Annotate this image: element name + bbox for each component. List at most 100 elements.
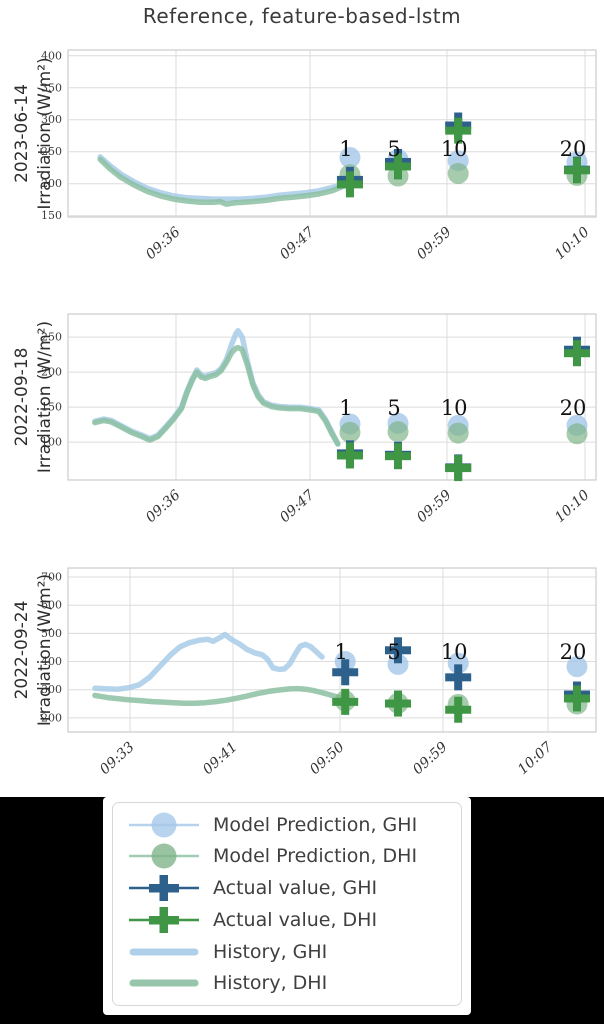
ytick-label: 500 <box>41 627 62 640</box>
pred-dhi-marker <box>566 423 588 445</box>
history-ghi-line <box>97 154 350 202</box>
xtick-label: 09:36 <box>143 224 184 263</box>
horizon-annotation: 20 <box>560 640 587 664</box>
irradiation-axis-label: Irradiation (W/m²) <box>35 57 55 209</box>
horizon-annotation: 20 <box>560 137 587 161</box>
horizon-annotation: 5 <box>387 137 400 161</box>
actual-dhi-marker <box>445 117 472 144</box>
pred-ghi-marker <box>387 653 409 675</box>
legend: Model Prediction, GHI Model Prediction, D… <box>112 802 462 1006</box>
actual-dhi-marker <box>445 696 472 723</box>
history-ghi-line <box>92 631 325 692</box>
legend-item-label: Actual value, GHI <box>213 877 378 900</box>
xtick-label: 09:50 <box>307 739 348 778</box>
actual-plus-icon <box>129 875 199 902</box>
legend-item: Model Prediction, DHI <box>127 841 461 873</box>
legend-item: History, GHI <box>127 936 461 968</box>
xtick-label: 09:41 <box>200 739 241 778</box>
xtick-label: 09:59 <box>414 224 455 263</box>
ytick-label: 400 <box>41 49 62 62</box>
pred-dhi-marker <box>387 421 409 443</box>
xtick-label: 10:07 <box>515 739 556 778</box>
ytick-label: 700 <box>41 571 62 584</box>
subplot-2023-06-14: 150 200 250 300 350 400 09:36 09:47 09:59 10:10 1 5… <box>12 49 597 263</box>
horizon-annotation: 5 <box>387 396 400 420</box>
actual-dhi-marker <box>336 171 363 198</box>
pred-dhi-marker <box>339 421 361 443</box>
xtick-label: 09:59 <box>410 739 451 778</box>
pred-dhi-marker <box>447 162 469 184</box>
xtick-label: 10:10 <box>552 224 593 263</box>
irradiation-axis-label: Irradiation (W/m²) <box>35 321 55 473</box>
subplot-2022-09-18: 100 150 200 250 09:36 09:47 09:59 10:10 1 5 10 20 20… <box>12 313 597 526</box>
legend-item-label: Model Prediction, DHI <box>213 845 418 868</box>
ytick-label: 200 <box>41 177 62 190</box>
legend-item-label: Model Prediction, GHI <box>213 813 418 836</box>
pred-ghi-marker <box>339 146 361 168</box>
xtick-label: 09:47 <box>277 487 318 526</box>
actual-dhi-marker <box>332 688 359 715</box>
horizon-annotation: 1 <box>339 137 352 161</box>
actual-dhi-marker <box>563 685 590 712</box>
xtick-label: 09:47 <box>277 224 318 263</box>
legend-item-label: Actual value, DHI <box>213 908 378 931</box>
actual-dhi-marker <box>336 442 363 469</box>
ytick-label: 250 <box>41 145 62 158</box>
subplot-2022-09-24: 200 300 400 500 600 700 09:33 09:41 09:50 09:59 10… <box>12 567 597 778</box>
actual-ghi-marker <box>385 637 411 664</box>
actual-dhi-marker <box>445 455 472 482</box>
history-dhi-line <box>92 344 341 447</box>
legend-item-label: History, GHI <box>213 940 328 963</box>
axes-spines <box>67 567 597 733</box>
horizon-annotation: 1 <box>335 640 348 664</box>
legend-backing: Model Prediction, GHI Model Prediction, D… <box>103 797 471 1015</box>
irradiation-axis-label: Irradiation (W/m²) <box>35 574 55 726</box>
history-dhi-line <box>92 685 343 707</box>
row-date-label: 2022-09-18 <box>12 348 32 447</box>
xtick-label: 09:59 <box>414 487 455 526</box>
ytick-label: 600 <box>41 599 62 612</box>
ytick-label: 250 <box>41 331 62 344</box>
pred-ghi-marker <box>447 652 469 674</box>
actual-dhi-marker <box>563 157 590 184</box>
history-dhi-line <box>97 156 350 207</box>
horizon-annotation: 20 <box>560 396 587 420</box>
prediction-marker-icon <box>129 812 199 838</box>
actual-ghi-marker <box>332 659 359 686</box>
legend-item: Actual value, DHI <box>127 904 461 936</box>
chart-title: Reference, feature-based-lstm <box>142 4 462 28</box>
actual-dhi-marker <box>385 153 411 180</box>
pred-ghi-marker <box>566 656 588 678</box>
ytick-label: 300 <box>41 113 62 126</box>
horizon-annotation: 1 <box>339 396 352 420</box>
history-ghi-line <box>92 328 341 448</box>
xtick-label: 09:33 <box>97 739 138 778</box>
horizon-annotation: 5 <box>387 640 400 664</box>
horizon-annotation: 10 <box>441 137 468 161</box>
axes-spines <box>67 49 597 218</box>
ytick-label: 200 <box>41 711 62 724</box>
prediction-marker-icon <box>129 843 199 869</box>
legend-item: Actual value, GHI <box>127 872 461 904</box>
ytick-label: 300 <box>41 683 62 696</box>
axes-spines <box>67 313 597 481</box>
ytick-label: 200 <box>41 366 62 379</box>
ytick-label: 150 <box>41 209 62 222</box>
legend-band: Model Prediction, GHI Model Prediction, D… <box>0 797 604 1024</box>
row-date-label: 2022-09-24 <box>12 601 32 700</box>
pred-dhi-marker <box>447 422 469 444</box>
actual-plus-icon <box>129 906 199 933</box>
xtick-label: 10:10 <box>552 487 593 526</box>
horizon-annotation: 10 <box>441 640 468 664</box>
xtick-label: 09:36 <box>143 487 184 526</box>
history-line-icon <box>129 979 199 987</box>
history-line-icon <box>129 948 199 955</box>
actual-dhi-marker <box>385 690 411 717</box>
legend-item: Model Prediction, GHI <box>127 809 461 841</box>
legend-item: History, DHI <box>127 967 461 999</box>
ytick-label: 100 <box>41 436 62 449</box>
row-date-label: 2023-06-14 <box>12 84 32 183</box>
legend-item-label: History, DHI <box>213 972 328 995</box>
horizon-annotation: 10 <box>441 396 468 420</box>
